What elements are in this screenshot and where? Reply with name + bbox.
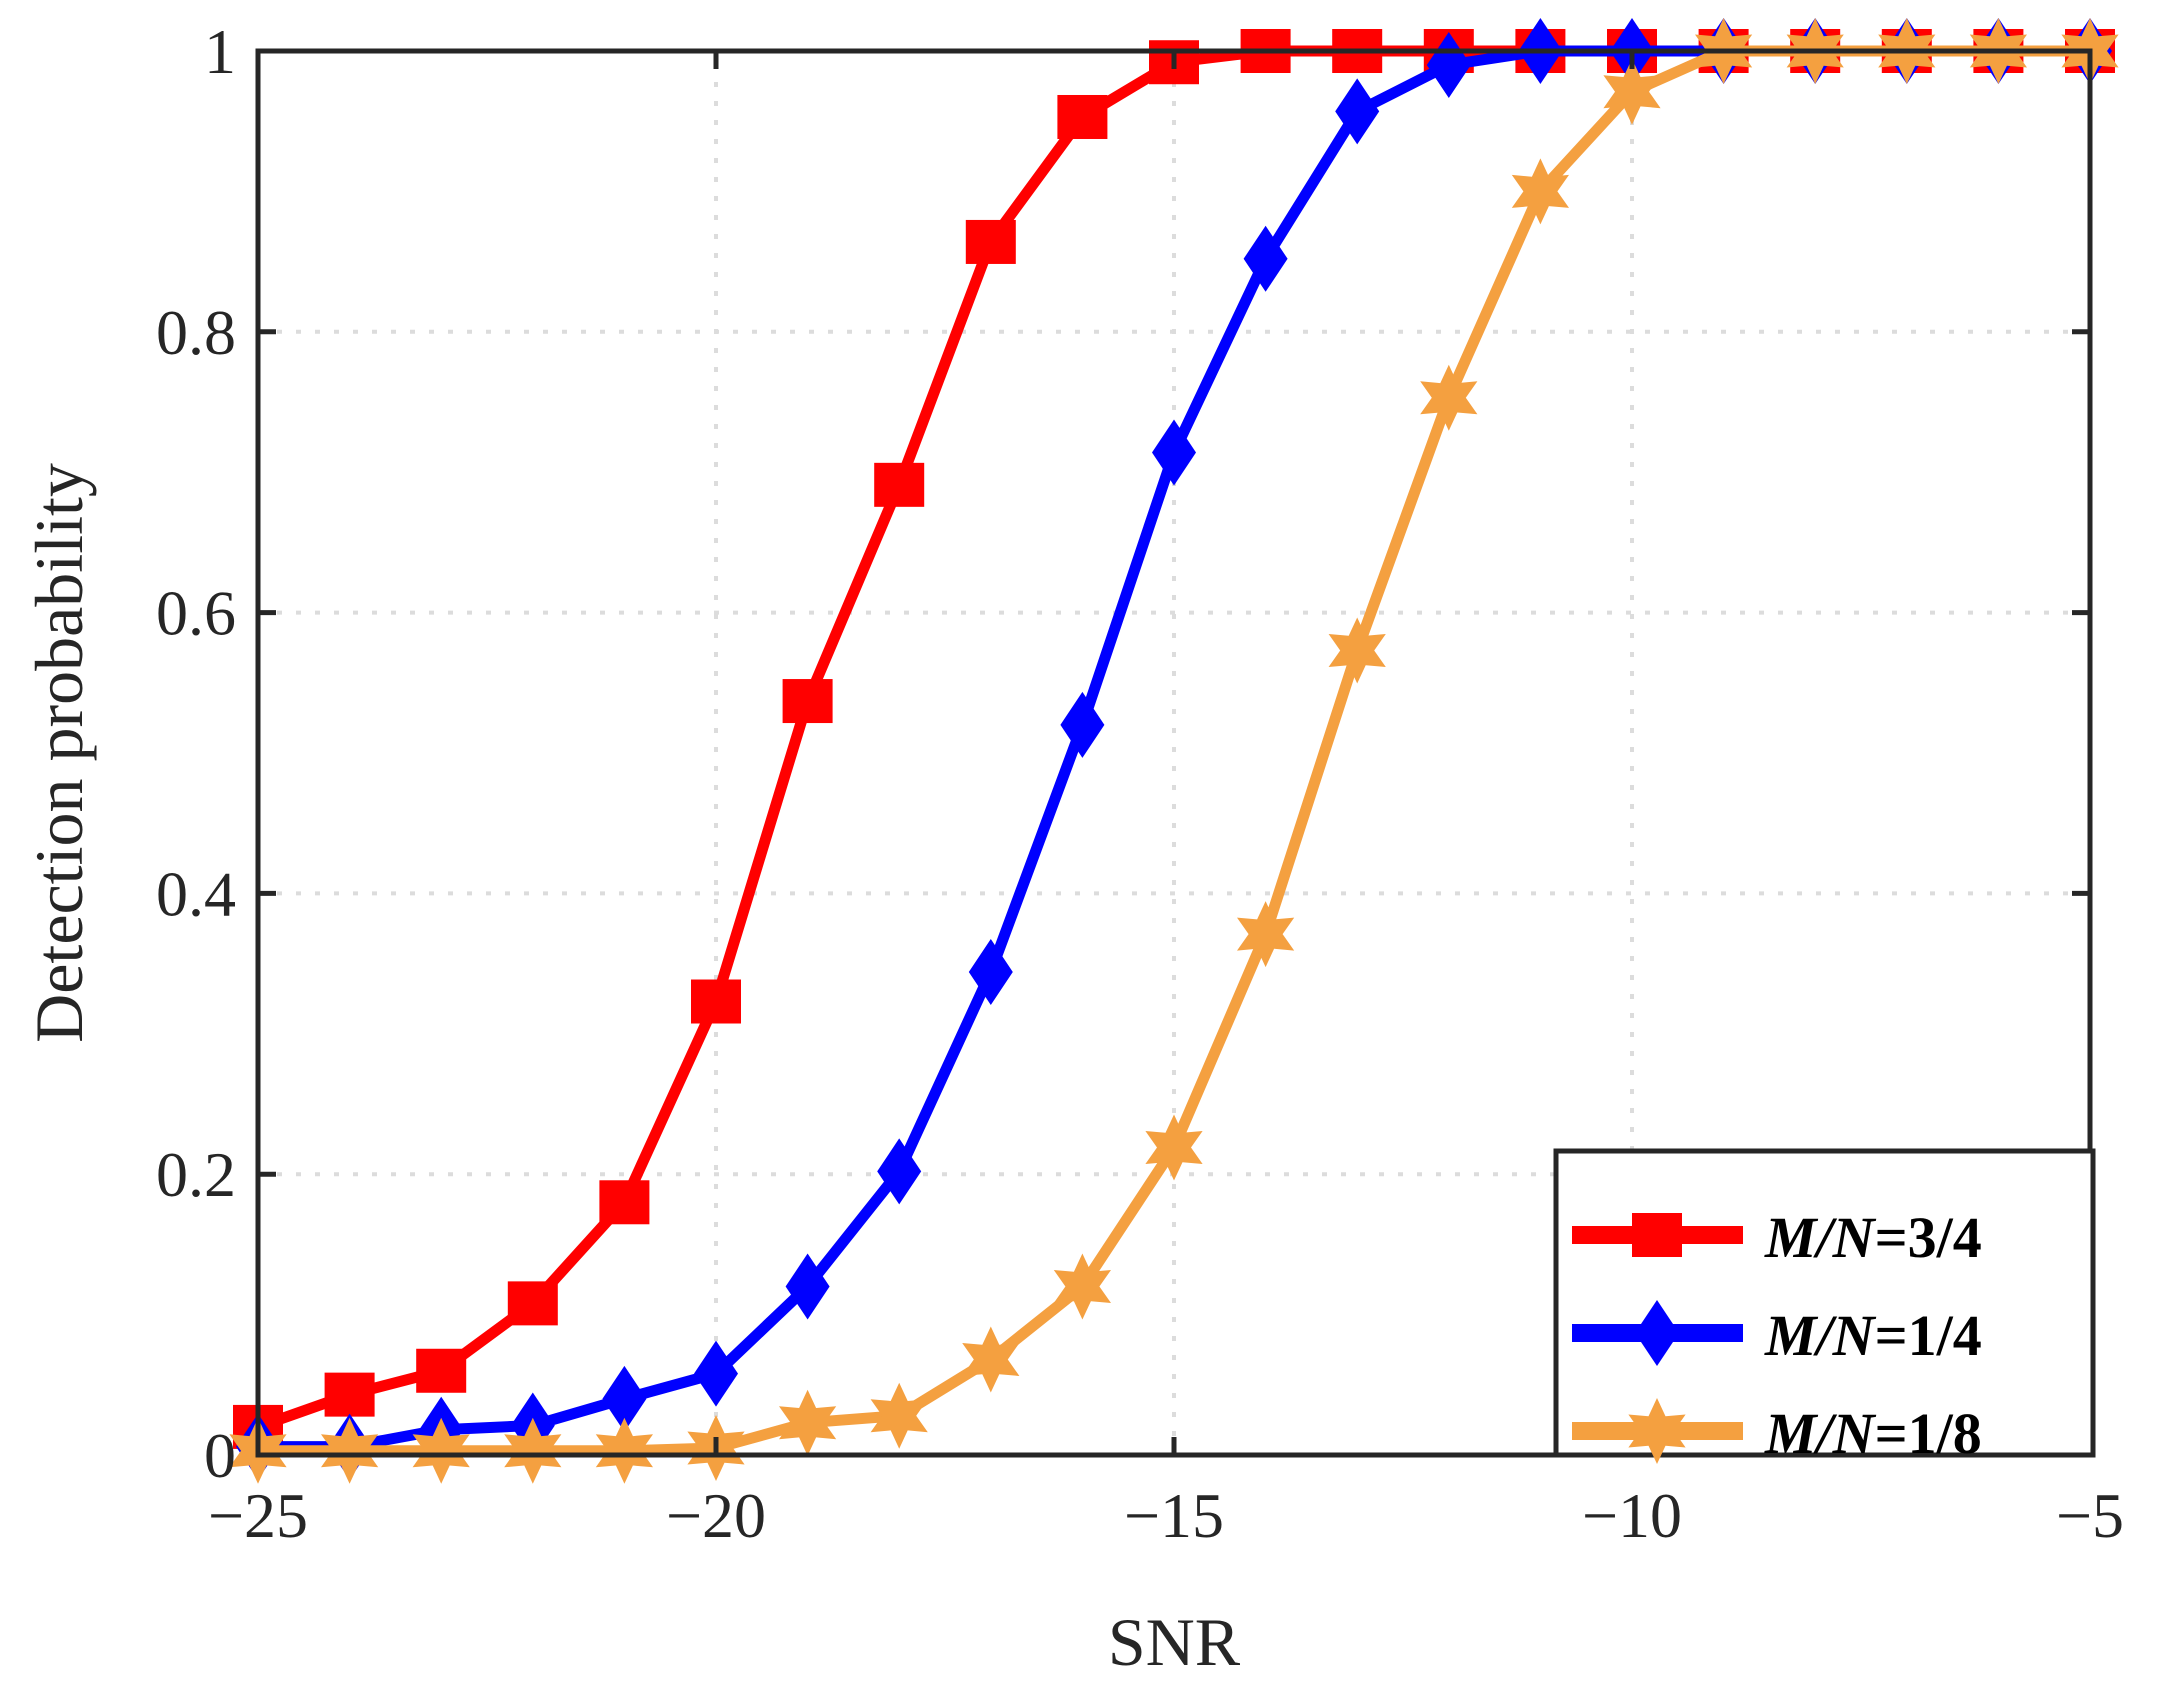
data-point-marker [968,939,1013,1006]
data-point-marker [1152,419,1196,486]
data-point-marker [507,1281,558,1326]
legend-label-rest: =1/8 [1875,1401,1982,1466]
data-point-marker [874,462,925,507]
data-point-marker [602,1365,647,1432]
y-tick-label: 0 [204,1420,236,1491]
x-tick-label: −10 [1582,1480,1682,1551]
legend-label-italic: M/N [1764,1205,1877,1270]
x-tick-label: −25 [208,1480,308,1551]
legend-label: M/N=3/4 [1764,1205,1982,1270]
data-point-marker [1060,691,1105,758]
legend-label-rest: =1/4 [1875,1303,1982,1368]
data-point-marker [416,1348,467,1393]
legend-label: M/N=1/4 [1764,1303,1982,1368]
data-point-marker [599,1180,650,1225]
legend-box [1553,1148,2096,1458]
legend-entry: M/N=1/4 [1572,1300,1982,1368]
x-axis-label: SNR [1108,1604,1241,1680]
legend-entry: M/N=3/4 [1572,1205,1982,1270]
y-tick-label: 0.6 [156,578,236,649]
data-point-marker [1335,78,1380,145]
data-point-marker [1145,1114,1203,1181]
legend-label: M/N=1/8 [1764,1401,1982,1466]
legend: M/N=3/4M/N=1/4M/N=1/8 [1553,1148,2096,1466]
data-point-marker [1243,225,1288,292]
data-point-marker [1057,94,1108,139]
data-point-marker [782,679,833,724]
data-point-marker [1053,1253,1111,1320]
legend-entry: M/N=1/8 [1572,1398,1982,1466]
data-point-marker [1237,901,1295,968]
x-tick-label: −20 [666,1480,766,1551]
data-point-marker [1420,364,1478,431]
data-point-marker [694,1340,738,1407]
data-point-marker [1603,58,1661,125]
data-point-marker [877,1138,922,1205]
data-point-marker [412,1417,470,1484]
series-1 [236,18,2112,1480]
legend-marker [1632,1213,1682,1257]
data-point-marker [321,1417,379,1484]
data-point-marker [1328,617,1386,684]
data-point-marker [962,1326,1020,1393]
data-point-marker [691,979,741,1024]
data-point-marker [870,1382,928,1449]
legend-label-rest: =3/4 [1875,1205,1982,1270]
data-point-marker [595,1417,653,1484]
data-point-marker [785,1253,830,1320]
data-point-marker [324,1372,375,1417]
x-tick-label: −5 [2056,1480,2124,1551]
legend-label-italic: M/N [1764,1401,1877,1466]
ticks: −25 −20 −15 −10 −5 0 0.2 0.4 0.6 0.8 1 [156,16,2124,1551]
legend-label-italic: M/N [1764,1303,1877,1368]
data-point-marker [965,219,1016,264]
y-axis-label: Detection probability [21,463,97,1043]
y-tick-label: 0.8 [156,297,236,368]
x-tick-label: −15 [1124,1480,1224,1551]
data-point-marker [779,1389,837,1456]
y-tick-label: 1 [204,16,236,87]
legend-marker [1628,1398,1686,1464]
data-point-marker [1511,158,1569,225]
y-tick-label: 0.2 [156,1139,236,1210]
y-tick-label: 0.4 [156,858,236,929]
data-point-marker [504,1417,562,1484]
legend-marker [1635,1300,1679,1366]
